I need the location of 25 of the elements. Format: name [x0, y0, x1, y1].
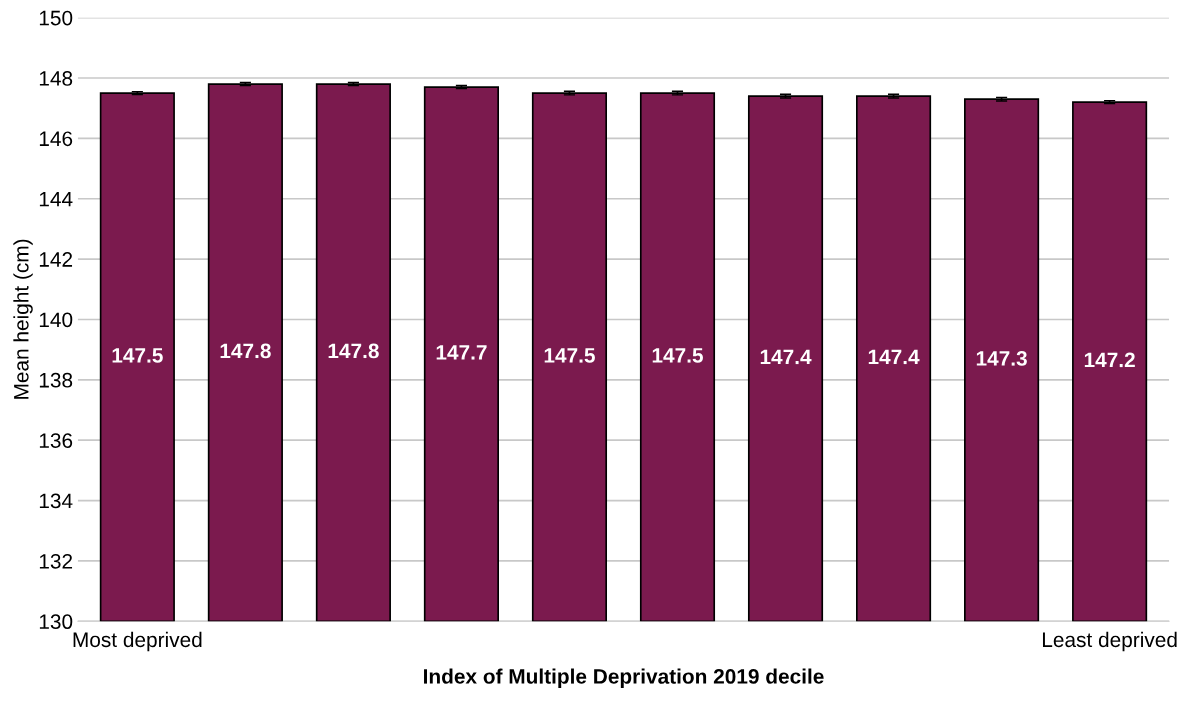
y-tick-label: 142 — [39, 252, 73, 267]
x-axis-title: Index of Multiple Deprivation 2019 decile — [424, 668, 824, 688]
x-tick-label: Least deprived — [1042, 631, 1177, 652]
y-tick-label: 150 — [39, 10, 73, 26]
y-tick-label: 138 — [39, 372, 73, 388]
data-label: 147.5 — [544, 348, 595, 363]
data-label: 147.7 — [436, 345, 487, 360]
y-tick-label: 140 — [39, 312, 73, 328]
y-axis-title: Mean height (cm) — [13, 239, 33, 399]
data-label: 147.8 — [328, 343, 379, 359]
y-tick-label: 134 — [39, 493, 73, 509]
data-label: 147.4 — [868, 349, 920, 365]
data-label: 147.8 — [220, 343, 271, 359]
y-tick-label: 136 — [39, 433, 73, 448]
y-tick-label: 132 — [39, 553, 73, 569]
data-label: 147.4 — [760, 349, 812, 365]
y-tick-label: 144 — [39, 191, 73, 207]
data-label: 147.5 — [652, 348, 703, 363]
data-label: 147.3 — [976, 351, 1027, 366]
x-tick-label: Most deprived — [73, 631, 202, 652]
y-tick-label: 148 — [39, 71, 73, 86]
y-tick-label: 146 — [39, 131, 73, 147]
data-label: 147.2 — [1084, 352, 1135, 368]
y-tick-label: 130 — [39, 614, 73, 630]
data-label: 147.5 — [112, 348, 163, 363]
